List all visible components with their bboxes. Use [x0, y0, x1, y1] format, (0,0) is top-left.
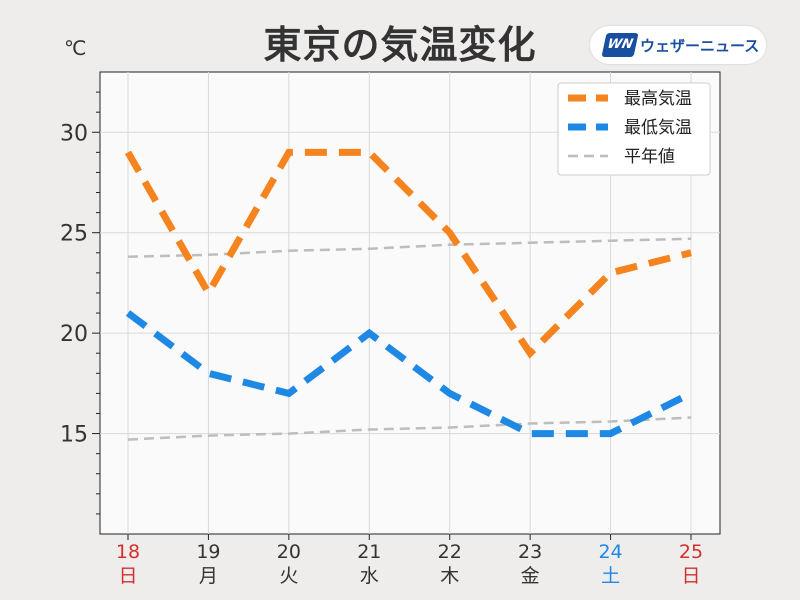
x-tick-label-date: 22: [438, 541, 462, 563]
x-tick-label-weekday: 日: [681, 565, 700, 587]
x-tick-label-date: 18: [116, 541, 140, 563]
x-tick-label-date: 20: [277, 541, 301, 563]
series-line-normal-high: [127, 237, 692, 259]
x-tick-label-date: 21: [357, 541, 381, 563]
y-tick-label: 25: [60, 222, 88, 247]
y-tick-label: 20: [60, 322, 88, 347]
y-axis: 15 20 25 30: [60, 91, 100, 515]
x-tick-label-weekday: 金: [521, 565, 540, 587]
brand-logo: WN ウェザーニュース: [590, 26, 766, 64]
legend-box: [557, 82, 711, 176]
brand-name: ウェザーニュース: [640, 37, 760, 55]
grid: [100, 72, 720, 534]
x-tick-label-weekday: 水: [360, 565, 379, 587]
x-tick-label-date: 23: [518, 541, 542, 563]
y-tick-label: 15: [60, 423, 88, 448]
legend-label-low: 最低気温: [624, 118, 692, 138]
series-line-high: [124, 148, 692, 359]
legend-label-normal: 平年値: [624, 147, 675, 167]
x-tick-label-weekday: 木: [440, 565, 459, 587]
y-axis-unit: ℃: [64, 36, 87, 60]
series-lines: [124, 148, 693, 441]
series-line-normal-low: [127, 416, 692, 441]
chart-title: 東京の気温変化: [263, 23, 537, 67]
y-tick-label: 30: [60, 121, 88, 146]
x-tick-label-date: 25: [679, 541, 703, 563]
x-tick-label-date: 19: [196, 541, 220, 563]
x-tick-label-weekday: 火: [279, 565, 298, 587]
legend-label-high: 最高気温: [624, 89, 692, 109]
series-line-low: [125, 310, 693, 438]
x-tick-label-weekday: 日: [118, 565, 137, 587]
x-tick-label-weekday: 土: [601, 565, 620, 587]
x-tick-label-weekday: 月: [199, 565, 218, 587]
x-tick-label-date: 24: [598, 541, 622, 563]
